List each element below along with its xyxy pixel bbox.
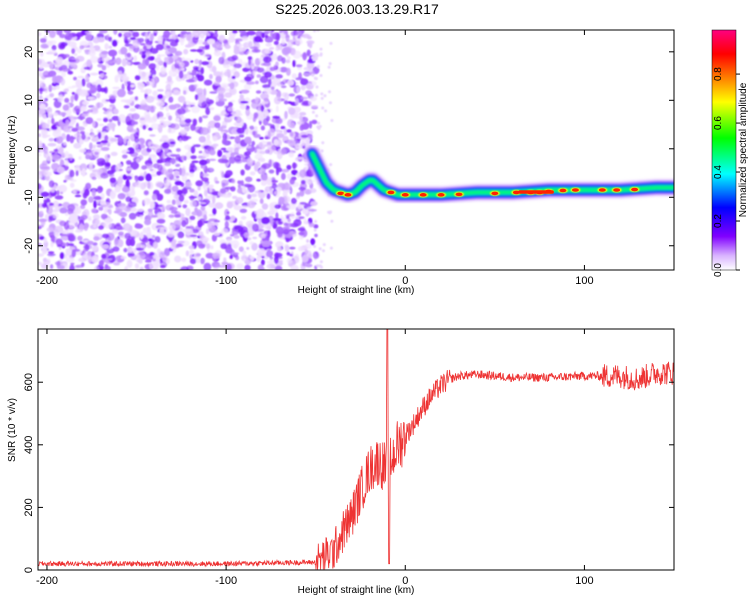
snr-y-ticks: 0 200 400 600: [23, 373, 674, 573]
spectrogram-y-ticks: -20 -10 0 10 20: [23, 46, 674, 254]
snr-y-label: SNR (10 * v/v): [7, 398, 18, 462]
colorbar-tick-label: 0.4: [713, 165, 724, 179]
spectrogram-x-tick-label: 0: [402, 275, 408, 287]
colorbar-tick-label: 0.8: [713, 67, 724, 81]
spectrogram-y-tick-label: -20: [23, 238, 35, 254]
snr-y-tick-label: 0: [23, 567, 35, 573]
figure-title: S225.2026.003.13.29.R17: [275, 1, 439, 17]
colorbar: 0.0 0.2 0.4 0.6 0.8 Normalized spectral ampl…: [711, 29, 749, 277]
snr-y-tick-label: 600: [23, 373, 35, 391]
spectrogram-y-tick-label: 10: [23, 94, 35, 106]
spectrogram-y-label: Frequency (Hz): [7, 116, 18, 185]
colorbar-tick-label: 0.2: [713, 214, 724, 228]
snr-y-tick-label: 400: [23, 436, 35, 454]
spectrogram-x-tick-label: -200: [36, 275, 58, 287]
frequency-ridge: [304, 145, 674, 203]
snr-series-line: [38, 329, 674, 570]
snr-plot-area: [38, 329, 674, 570]
spectrogram-y-tick-label: 20: [23, 46, 35, 58]
snr-x-tick-label: 0: [402, 575, 408, 587]
spectrogram-x-ticks: -200 -100 0 100: [36, 30, 594, 287]
snr-x-tick-label: -200: [36, 575, 58, 587]
colorbar-tick-label: 0.0: [713, 263, 724, 277]
colorbar-label: Normalized spectral amplitude: [738, 82, 749, 217]
colorbar-gradient: [711, 29, 737, 271]
spectrogram-frame: [37, 29, 675, 271]
snr-x-label: Height of straight line (km): [298, 585, 415, 596]
spectrogram-x-tick-label: 100: [575, 275, 593, 287]
snr-y-tick-label: 200: [23, 498, 35, 516]
snr-frame: [37, 328, 675, 571]
snr-x-ticks: -200 -100 0 100: [36, 329, 594, 587]
snr-x-tick-label: 100: [575, 575, 593, 587]
snr-x-tick-label: -100: [215, 575, 237, 587]
colorbar-tick-label: 0.6: [713, 116, 724, 130]
noise-region: [38, 30, 334, 270]
spectrogram-y-tick-label: -10: [23, 189, 35, 205]
colorbar-ticks: 0.0 0.2 0.4 0.6 0.8: [713, 67, 740, 277]
spectrogram-y-tick-label: 0: [23, 146, 35, 152]
spectrogram-x-label: Height of straight line (km): [298, 285, 415, 296]
snr-panel: -200 -100 0 100 0 200 400 600 Height of straig…: [7, 328, 675, 596]
spectrogram-x-tick-label: -100: [215, 275, 237, 287]
